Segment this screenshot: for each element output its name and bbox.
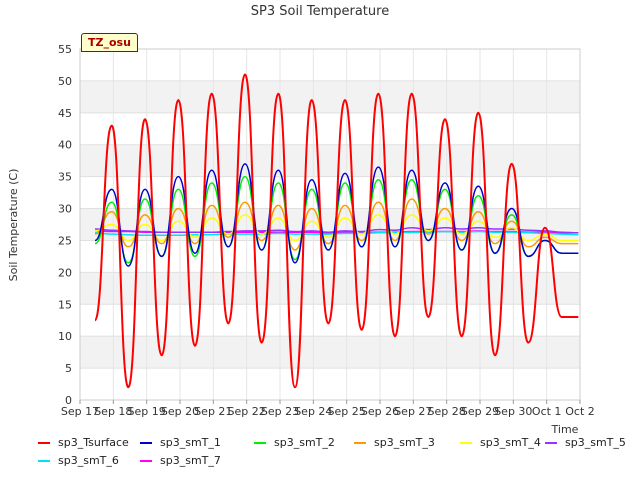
y-tick-label: 40 <box>58 139 72 152</box>
y-tick-label: 5 <box>65 362 72 375</box>
x-tick-label: Sep 23 <box>261 405 299 418</box>
legend-label: sp3_Tsurface <box>58 436 129 449</box>
legend-label: sp3_smT_3 <box>374 436 435 449</box>
grid-band <box>80 336 580 369</box>
chart-title: SP3 Soil Temperature <box>251 4 389 19</box>
grid-band <box>80 80 580 113</box>
y-tick-label: 20 <box>58 266 72 279</box>
x-tick-label: Oct 2 <box>565 405 595 418</box>
y-tick-label: 45 <box>58 107 72 120</box>
x-tick-label: Sep 21 <box>194 405 232 418</box>
legend-swatch <box>38 441 50 444</box>
legend-swatch <box>545 441 557 444</box>
legend-swatch <box>254 441 266 444</box>
x-tick-label: Sep 18 <box>94 405 132 418</box>
legend-swatch <box>140 441 152 444</box>
legend-item-sp3_smT_1: sp3_smT_1 <box>140 436 221 449</box>
legend-swatch <box>354 441 366 444</box>
y-tick-label: 55 <box>58 43 72 56</box>
legend-label: sp3_smT_1 <box>160 436 221 449</box>
y-tick-label: 30 <box>58 203 72 216</box>
x-tick-label: Sep 17 <box>61 405 99 418</box>
y-axis-ticks: 0 5 10 15 20 25 30 35 40 45 50 55 <box>58 43 72 407</box>
legend-swatch <box>140 459 152 462</box>
grid-lines <box>79 48 581 401</box>
legend-swatch <box>38 459 50 462</box>
legend-label: sp3_smT_4 <box>480 436 541 449</box>
legend-item-sp3_smT_2: sp3_smT_2 <box>254 436 335 449</box>
x-tick-label: Sep 19 <box>128 405 166 418</box>
legend-label: sp3_smT_7 <box>160 454 221 467</box>
series-line-sp3_smT_1 <box>94 163 579 267</box>
grid-band <box>80 272 580 305</box>
legend-swatch <box>460 441 472 444</box>
y-tick-label: 15 <box>58 298 72 311</box>
y-tick-label: 35 <box>58 171 72 184</box>
legend-item-sp3_smT_6: sp3_smT_6 <box>38 454 119 467</box>
legend-item-sp3_smT_4: sp3_smT_4 <box>460 436 541 449</box>
x-tick-label: Sep 24 <box>294 405 332 418</box>
legend-label: sp3_smT_6 <box>58 454 119 467</box>
x-tick-label: Sep 25 <box>328 405 366 418</box>
y-axis-title: Soil Temperature (C) <box>7 169 20 282</box>
x-tick-label: Sep 30 <box>494 405 532 418</box>
annotation-tag: TZ_osu <box>81 33 138 52</box>
x-tick-label: Sep 28 <box>428 405 466 418</box>
legend-item-sp3_Tsurface: sp3_Tsurface <box>38 436 129 449</box>
legend-item-sp3_smT_3: sp3_smT_3 <box>354 436 435 449</box>
x-tick-label: Sep 26 <box>361 405 399 418</box>
legend-label: sp3_smT_5 <box>565 436 626 449</box>
series-lines <box>94 73 579 389</box>
x-tick-label: Sep 29 <box>461 405 499 418</box>
legend-label: sp3_smT_2 <box>274 436 335 449</box>
y-tick-label: 25 <box>58 234 72 247</box>
legend-item-sp3_smT_7: sp3_smT_7 <box>140 454 221 467</box>
plot-frame <box>79 48 581 401</box>
x-tick-label: Sep 20 <box>161 405 199 418</box>
y-tick-label: 10 <box>58 330 72 343</box>
x-axis-title: Time <box>551 423 579 436</box>
y-tick-label: 0 <box>65 394 72 407</box>
x-tick-label: Oct 1 <box>532 405 562 418</box>
grid-bands <box>80 80 580 369</box>
grid-band <box>80 144 580 177</box>
x-tick-label: Sep 27 <box>394 405 432 418</box>
x-tick-label: Sep 22 <box>228 405 266 418</box>
series-line-sp3_Tsurface <box>94 73 579 389</box>
legend-item-sp3_smT_5: sp3_smT_5 <box>545 436 626 449</box>
y-tick-label: 50 <box>58 75 72 88</box>
